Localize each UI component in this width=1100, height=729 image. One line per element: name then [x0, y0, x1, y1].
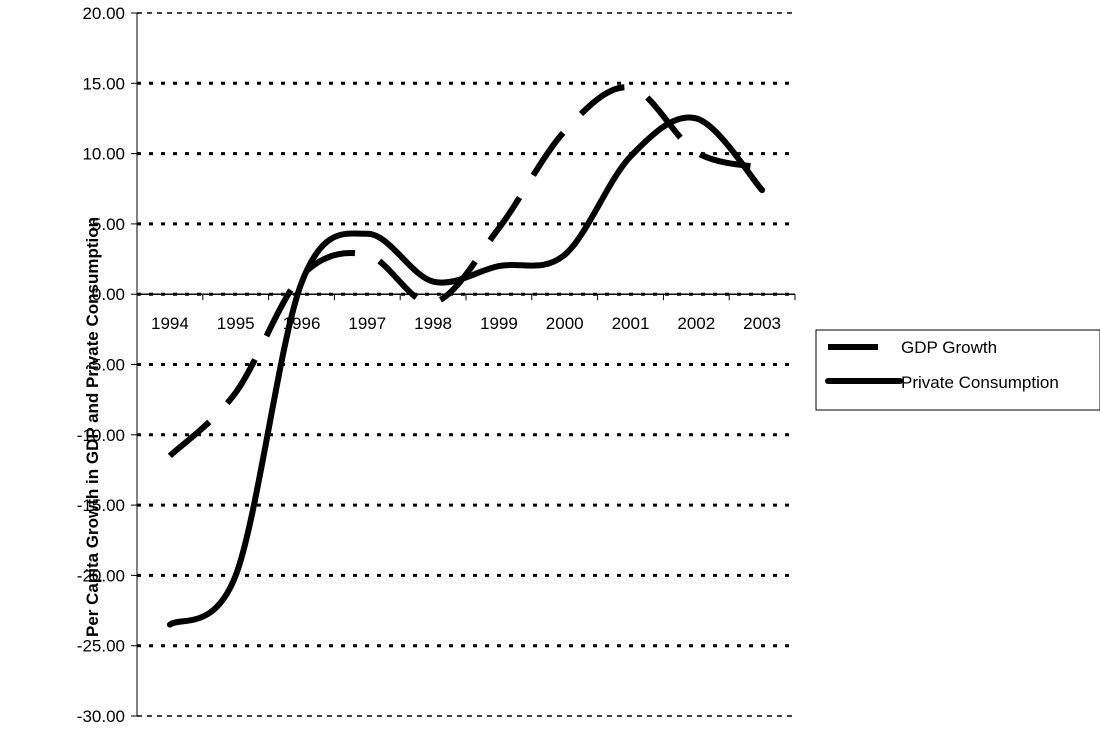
y-tick-label: -5.00	[86, 356, 125, 375]
x-tick-label: 1998	[414, 314, 452, 333]
y-axis-title: Per Capita Growth in GDP and Private Con…	[83, 217, 102, 637]
x-tick-label: 2002	[677, 314, 715, 333]
y-tick-label: -15.00	[77, 496, 125, 515]
y-tick-label: -30.00	[77, 707, 125, 726]
y-tick-label: -20.00	[77, 566, 125, 585]
series-line-gdp-growth	[167, 84, 763, 459]
x-tick-label: 1999	[480, 314, 518, 333]
y-tick-label: 10.00	[82, 145, 125, 164]
y-tick-label: 20.00	[82, 4, 125, 23]
x-tick-label: 1995	[217, 314, 255, 333]
legend-label-private-consumption: Private Consumption	[901, 373, 1059, 392]
x-tick-label: 1994	[151, 314, 189, 333]
legend-box	[815, 329, 1100, 411]
legend-label-gdp-growth: GDP Growth	[901, 338, 997, 357]
legend: GDP Growth Private Consumption	[815, 329, 1100, 411]
y-tick-label: -25.00	[77, 637, 125, 656]
series-line-private-consumption	[166, 114, 766, 628]
y-tick-label: 15.00	[82, 74, 125, 93]
axes: 20.00 15.00 10.00 5.00 0.00 -5.00 -10.00 -15.00…	[77, 4, 796, 726]
y-tick-label: -10.00	[77, 426, 125, 445]
x-tick-label: 2000	[546, 314, 584, 333]
x-tick-label: 2001	[612, 314, 650, 333]
series-lines	[166, 84, 766, 628]
y-tick-label: 5.00	[92, 215, 125, 234]
x-tick-label: 1997	[348, 314, 386, 333]
y-tick-label: 0.00	[92, 285, 125, 304]
x-tick-label: 2003	[743, 314, 781, 333]
